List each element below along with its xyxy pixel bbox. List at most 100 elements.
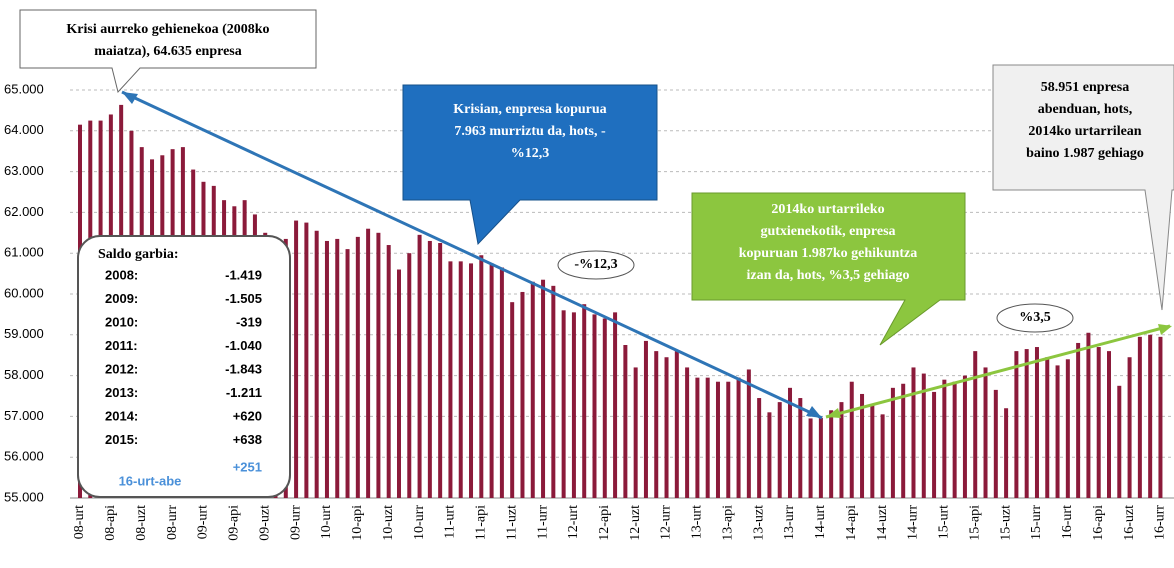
table-value: -1.419 xyxy=(225,267,262,282)
table-value: -319 xyxy=(236,314,262,329)
bar xyxy=(757,398,762,498)
bar xyxy=(880,414,885,498)
bar xyxy=(1034,347,1039,498)
bar xyxy=(1096,347,1101,498)
bar xyxy=(695,377,700,498)
callout-box xyxy=(992,64,1174,311)
bar xyxy=(530,281,535,498)
x-tick-label: 13-urr xyxy=(782,505,797,540)
x-tick-label: 11-urt xyxy=(443,505,458,539)
x-tick-label: 10-uzt xyxy=(381,505,396,541)
y-tick-label: 62.000 xyxy=(4,204,44,219)
x-tick-label: 15-api xyxy=(967,505,982,541)
recovery-arrow xyxy=(825,324,1171,419)
period-value: +251 xyxy=(233,459,262,474)
callout-box xyxy=(691,192,966,346)
callout-box xyxy=(19,9,317,94)
annotation: kopuruan 1.987ko gehikuntza xyxy=(739,246,918,261)
bar xyxy=(345,249,350,498)
peak-callout: Krisi aurreko gehienekoa (2008ko maiatza… xyxy=(19,9,317,94)
x-tick-label: 10-api xyxy=(350,505,365,541)
bar xyxy=(520,291,525,498)
x-tick-label: 08-urt xyxy=(72,505,87,539)
x-tick-label: 13-uzt xyxy=(751,505,766,541)
bar xyxy=(839,402,844,498)
annotation: Krisian, enpresa kopurua xyxy=(453,102,606,117)
bar xyxy=(715,381,720,498)
latest-callout: 58.951 enpresa abenduan, hots, 2014ko ur… xyxy=(992,64,1174,311)
x-tick-label: 12-urt xyxy=(566,505,581,539)
bar xyxy=(798,398,803,498)
table-year: 2010: xyxy=(105,314,138,329)
x-tick-label: 15-uzt xyxy=(998,505,1013,541)
bar xyxy=(1117,385,1122,498)
table-year: 2011: xyxy=(105,338,138,353)
crisis-callout: Krisian, enpresa kopurua 7.963 murriztu … xyxy=(402,84,658,246)
bar xyxy=(1055,365,1060,498)
pct-oval xyxy=(996,303,1074,333)
bar xyxy=(386,245,391,498)
bar xyxy=(1107,351,1111,498)
bar xyxy=(571,312,576,498)
bar xyxy=(623,345,628,498)
bar xyxy=(870,404,875,498)
annotation: Krisi aurreko gehienekoa (2008ko xyxy=(66,22,269,37)
x-tick-label: 16-urt xyxy=(1060,505,1075,539)
bar xyxy=(788,387,793,498)
table-value: -1.040 xyxy=(225,338,262,353)
bar xyxy=(314,230,319,498)
arrow-head xyxy=(1158,324,1172,335)
bar xyxy=(664,357,669,498)
period-label: 16-urt-abe xyxy=(119,473,182,488)
bar xyxy=(962,375,967,498)
bar xyxy=(1065,359,1070,498)
y-tick-label: 63.000 xyxy=(4,163,44,178)
bar xyxy=(767,412,772,498)
arrow-head xyxy=(122,92,138,104)
bar xyxy=(1004,408,1009,498)
bar xyxy=(890,387,895,498)
bar xyxy=(582,304,587,498)
y-tick-label: 56.000 xyxy=(4,449,44,464)
bar xyxy=(427,240,432,498)
bar xyxy=(849,381,854,498)
x-tick-label: 08-urr xyxy=(165,505,180,540)
bar xyxy=(438,243,443,498)
annotation: 2014ko urtarrilean xyxy=(1028,124,1141,139)
x-tick-label: 08-uzt xyxy=(134,505,149,541)
x-tick-label: 12-urr xyxy=(659,505,674,540)
bar xyxy=(294,220,299,498)
annotation: 7.963 murriztu da, hots, - xyxy=(454,124,606,139)
bar xyxy=(1086,332,1091,498)
x-tick-label: 13-urt xyxy=(690,505,705,539)
bar xyxy=(777,402,782,498)
y-tick-label: 64.000 xyxy=(4,122,44,137)
annotation: izan da, hots, %3,5 gehiago xyxy=(747,268,910,283)
bar xyxy=(808,418,813,498)
x-tick-label: 11-api xyxy=(474,505,489,540)
bar xyxy=(952,381,957,498)
bar xyxy=(1014,351,1019,498)
arrow-head xyxy=(806,406,822,418)
bar xyxy=(829,410,834,498)
table-title: Saldo garbia: xyxy=(98,247,179,262)
y-tick-label: 57.000 xyxy=(4,408,44,423)
bar xyxy=(335,238,340,499)
x-tick-label: 09-urr xyxy=(288,505,303,540)
bar xyxy=(1076,342,1081,498)
x-tick-label: 11-urr xyxy=(535,505,550,540)
bar xyxy=(613,312,618,498)
y-tick-label: 55.000 xyxy=(4,489,44,504)
bar xyxy=(324,240,329,498)
bar xyxy=(921,373,926,498)
bar xyxy=(726,381,731,498)
y-tick-label: 65.000 xyxy=(4,81,44,96)
bar xyxy=(746,369,751,498)
x-tick-label: 14-uzt xyxy=(875,505,890,541)
crisis-arrow xyxy=(121,90,823,420)
bar xyxy=(479,255,484,498)
bar xyxy=(1148,334,1153,498)
table-year: 2013: xyxy=(105,385,138,400)
bar xyxy=(685,367,690,498)
